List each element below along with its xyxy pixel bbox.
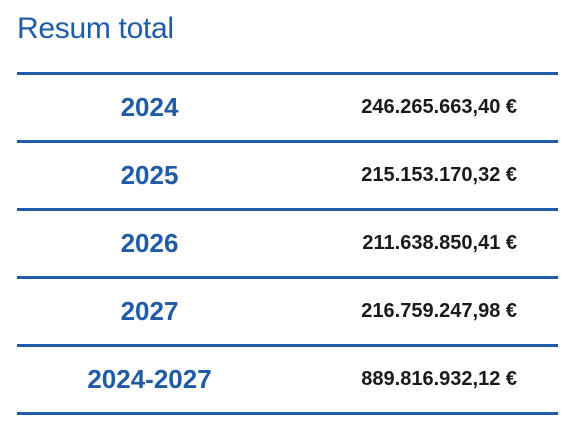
table-row: 2025 215.153.170,32 €: [17, 143, 558, 211]
year-cell: 2025: [120, 160, 179, 190]
year-cell: 2026: [120, 228, 179, 258]
table-row: 2027 216.759.247,98 €: [17, 279, 558, 347]
year-cell: 2024: [120, 92, 179, 122]
amount-cell: 246.265.663,40 €: [361, 96, 517, 118]
total-row: 2024-2027 889.816.932,12 €: [17, 347, 558, 415]
year-range-cell: 2024-2027: [87, 364, 212, 394]
year-cell: 2027: [120, 296, 179, 326]
total-amount-cell: 889.816.932,12 €: [361, 368, 517, 390]
page-title: Resum total: [17, 12, 174, 45]
amount-cell: 211.638.850,41 €: [362, 232, 517, 254]
table-row: 2024 246.265.663,40 €: [17, 75, 558, 143]
amount-cell: 216.759.247,98 €: [361, 300, 517, 322]
table-row: 2026 211.638.850,41 €: [17, 211, 558, 279]
summary-table: 2024 246.265.663,40 € 2025 215.153.170,3…: [17, 72, 558, 415]
amount-cell: 215.153.170,32 €: [361, 164, 517, 186]
